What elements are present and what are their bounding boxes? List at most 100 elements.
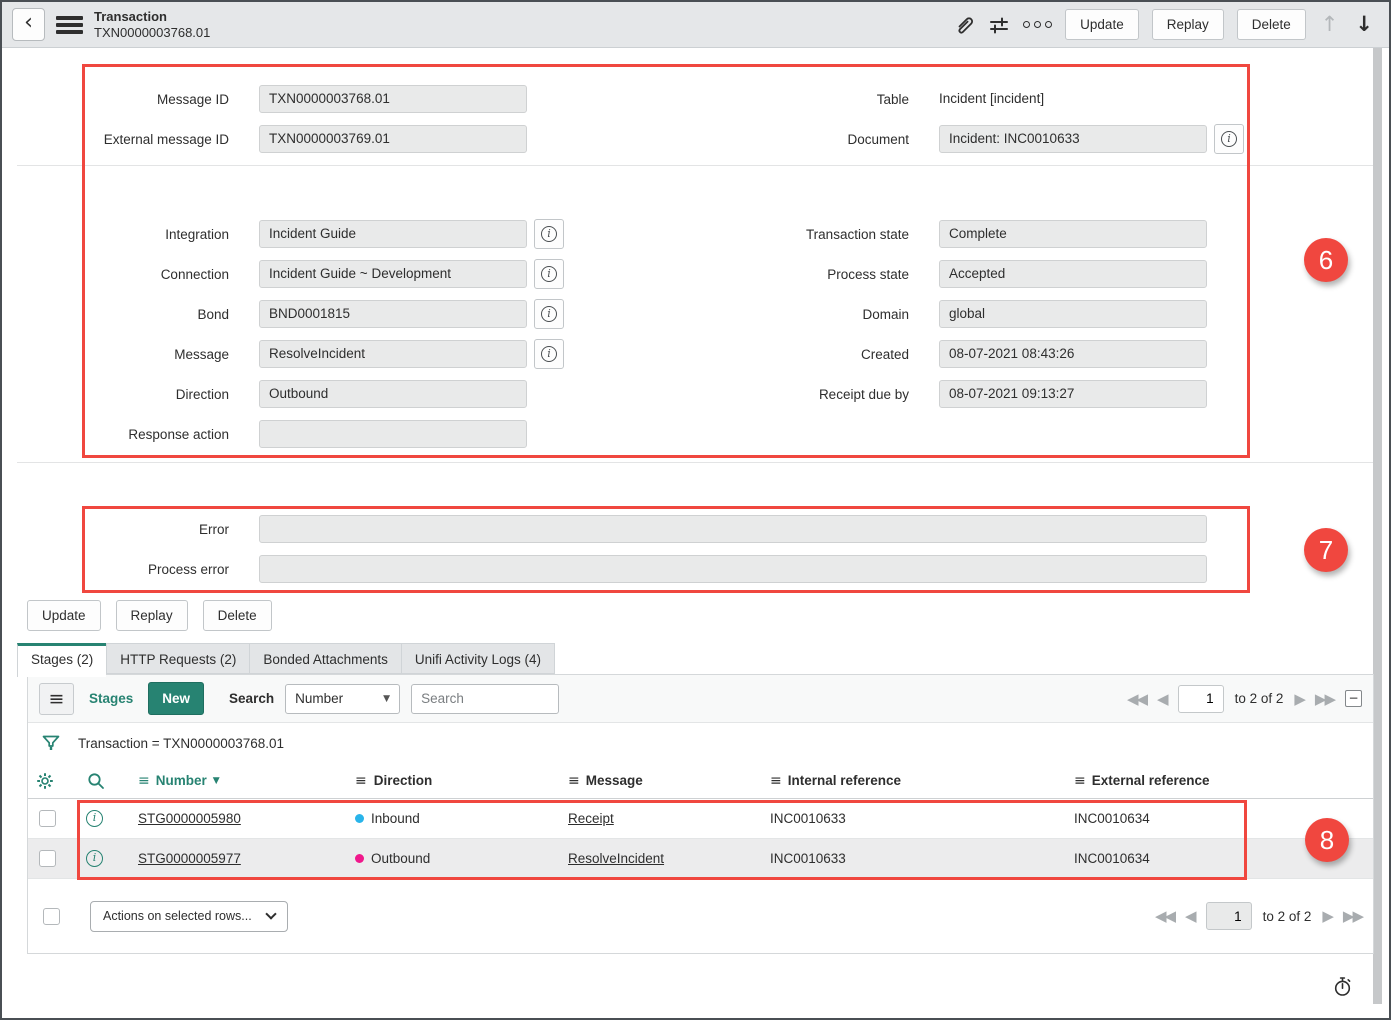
- form-row-domain: Domain global: [697, 300, 1207, 328]
- select-all-checkbox[interactable]: [43, 907, 60, 925]
- list-context-menu-button[interactable]: ≡: [39, 682, 74, 715]
- funnel-icon[interactable]: [41, 733, 61, 753]
- table-row: i STG0000005980 Inbound Receipt INC00106…: [28, 799, 1373, 839]
- error-field[interactable]: [259, 515, 1207, 543]
- new-stage-button[interactable]: New: [148, 682, 205, 715]
- bond-info-button[interactable]: i: [534, 299, 564, 329]
- message-info-button[interactable]: i: [534, 339, 564, 369]
- response-time-stopwatch-icon[interactable]: [1332, 976, 1353, 1000]
- gear-icon[interactable]: [35, 771, 55, 791]
- list-search-input[interactable]: [411, 683, 560, 714]
- form-row-response-action: Response action: [17, 420, 564, 448]
- record-preview-info-icon[interactable]: i: [86, 810, 103, 827]
- row-checkbox[interactable]: [39, 810, 56, 827]
- update-button[interactable]: Update: [1065, 9, 1139, 40]
- replay-button-bottom[interactable]: Replay: [115, 600, 188, 631]
- first-page-button[interactable]: ◀◀: [1126, 689, 1148, 708]
- stage-number-link[interactable]: STG0000005980: [138, 811, 241, 826]
- column-header-direction[interactable]: ≡ Direction: [355, 772, 433, 789]
- message-id-field[interactable]: TXN0000003768.01: [259, 85, 527, 113]
- column-header-number[interactable]: ≡ Number ▼: [138, 772, 220, 789]
- connection-field[interactable]: Incident Guide ~ Development: [259, 260, 527, 288]
- form-row-message: Message ResolveIncident i: [17, 339, 564, 369]
- form-row-external-message-id: External message ID TXN0000003769.01: [17, 125, 527, 153]
- stage-message-link[interactable]: ResolveIncident: [568, 851, 665, 866]
- document-info-button[interactable]: i: [1214, 124, 1244, 154]
- next-page-button[interactable]: ▶: [1294, 689, 1305, 708]
- last-page-button[interactable]: ▶▶: [1342, 907, 1364, 925]
- process-error-field[interactable]: [259, 555, 1207, 583]
- tab-http-requests[interactable]: HTTP Requests (2): [106, 643, 250, 674]
- table-value: Incident [incident]: [939, 91, 1045, 106]
- previous-page-button[interactable]: ◀: [1157, 689, 1168, 708]
- filter-breadcrumb-text[interactable]: Transaction = TXN0000003768.01: [78, 735, 285, 751]
- attachment-button[interactable]: [953, 14, 975, 36]
- page-number-input[interactable]: [1205, 902, 1252, 930]
- delete-button-bottom[interactable]: Delete: [202, 600, 272, 631]
- external-message-id-field[interactable]: TXN0000003769.01: [259, 125, 527, 153]
- delete-button[interactable]: Delete: [1236, 9, 1306, 40]
- connection-info-button[interactable]: i: [534, 259, 564, 289]
- search-icon[interactable]: [86, 771, 106, 791]
- next-page-button[interactable]: ▶: [1322, 907, 1333, 925]
- response-action-field[interactable]: [259, 420, 527, 448]
- direction-field[interactable]: Outbound: [259, 380, 527, 408]
- domain-field[interactable]: global: [939, 300, 1207, 328]
- tab-stages[interactable]: Stages (2): [17, 643, 107, 677]
- collapse-list-button[interactable]: −: [1345, 690, 1362, 707]
- tab-bonded-attachments[interactable]: Bonded Attachments: [249, 643, 401, 674]
- tab-unifi-activity-logs[interactable]: Unifi Activity Logs (4): [400, 643, 555, 674]
- stage-number-link[interactable]: STG0000005977: [138, 851, 241, 866]
- personalize-form-button[interactable]: [988, 14, 1010, 36]
- update-button-bottom[interactable]: Update: [27, 600, 101, 631]
- back-button[interactable]: ‹: [12, 8, 45, 41]
- form-row-connection: Connection Incident Guide ~ Development …: [17, 259, 564, 289]
- direction-value: Inbound: [371, 811, 420, 826]
- bond-field[interactable]: BND0001815: [259, 300, 527, 328]
- record-preview-info-icon[interactable]: i: [86, 850, 103, 867]
- last-page-button[interactable]: ▶▶: [1314, 689, 1336, 708]
- form-row-direction: Direction Outbound: [17, 380, 564, 408]
- transaction-state-field[interactable]: Complete: [939, 220, 1207, 248]
- row-checkbox[interactable]: [39, 850, 56, 867]
- paperclip-icon: [958, 16, 974, 33]
- actions-on-selected-rows-select[interactable]: Actions on selected rows...: [90, 900, 288, 932]
- internal-reference-value: INC0010633: [770, 811, 846, 826]
- receipt-due-by-field[interactable]: 08-07-2021 09:13:27: [939, 380, 1207, 408]
- process-state-label: Process state: [827, 266, 909, 282]
- form-context-menu-button[interactable]: [56, 13, 83, 37]
- stage-message-link[interactable]: Receipt: [568, 811, 614, 826]
- list-column-header-row: ≡ Number ▼ ≡ Direction ≡ Message ≡ Inter…: [28, 763, 1373, 799]
- table-label: Table: [876, 91, 909, 107]
- form-row-error: Error: [17, 515, 1207, 543]
- page-number-input[interactable]: [1177, 684, 1224, 713]
- process-state-field[interactable]: Accepted: [939, 260, 1207, 288]
- list-title[interactable]: Stages: [89, 691, 134, 706]
- integration-field[interactable]: Incident Guide: [259, 220, 527, 248]
- more-options-button[interactable]: [1023, 21, 1053, 28]
- annotation-circle-6: 6: [1304, 238, 1348, 282]
- record-title-block: Transaction TXN0000003768.01: [94, 9, 210, 40]
- integration-info-button[interactable]: i: [534, 219, 564, 249]
- pagination-range-text: to 2 of 2: [1234, 691, 1284, 706]
- column-header-external-reference[interactable]: ≡ External reference: [1074, 772, 1210, 789]
- vertical-scrollbar[interactable]: [1373, 48, 1382, 1004]
- info-icon: i: [541, 306, 557, 322]
- search-field-select[interactable]: Number ▼: [285, 683, 401, 714]
- previous-page-button[interactable]: ◀: [1185, 907, 1196, 925]
- external-reference-value: INC0010634: [1074, 811, 1150, 826]
- first-page-button[interactable]: ◀◀: [1154, 907, 1176, 925]
- created-field[interactable]: 08-07-2021 08:43:26: [939, 340, 1207, 368]
- column-options-icon: ≡: [138, 772, 150, 789]
- document-field[interactable]: Incident: INC0010633: [939, 125, 1207, 153]
- next-record-button[interactable]: ↓: [1355, 12, 1373, 36]
- replay-button[interactable]: Replay: [1151, 9, 1224, 40]
- form-row-integration: Integration Incident Guide i: [17, 219, 564, 249]
- previous-record-button[interactable]: ↑: [1320, 12, 1339, 36]
- column-header-internal-reference[interactable]: ≡ Internal reference: [770, 772, 902, 789]
- message-field[interactable]: ResolveIncident: [259, 340, 527, 368]
- message-label: Message: [174, 346, 229, 362]
- column-header-message[interactable]: ≡ Message: [568, 772, 643, 789]
- form-row-transaction-state: Transaction state Complete: [697, 220, 1207, 248]
